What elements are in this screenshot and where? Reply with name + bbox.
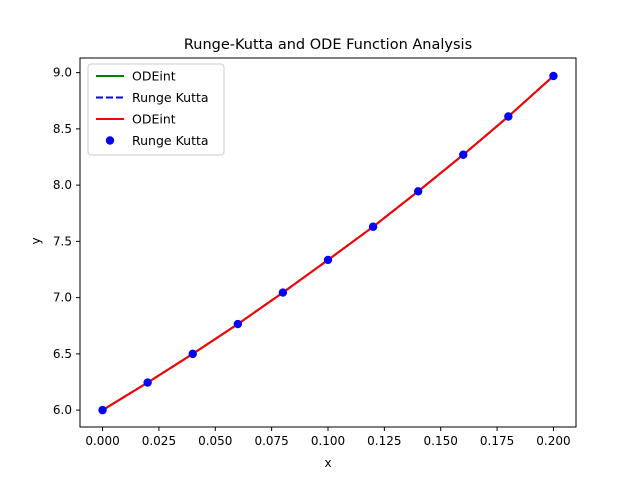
data-point-3-3 (233, 319, 243, 329)
x-axis-label: x (324, 456, 331, 470)
x-tick-label: 0.125 (367, 434, 401, 448)
y-axis-label: y (29, 237, 43, 244)
chart-title: Runge-Kutta and ODE Function Analysis (184, 37, 472, 53)
legend-label-2: ODEint (132, 112, 176, 127)
data-point-3-5 (323, 255, 333, 265)
x-tick-label: 0.100 (311, 434, 345, 448)
data-point-3-9 (504, 112, 513, 121)
y-tick-label: 6.5 (53, 347, 72, 361)
legend-label-3: Runge Kutta (132, 133, 209, 148)
data-point-3-7 (413, 187, 423, 196)
legend-box (87, 63, 225, 156)
legend: ODEint Runge Kutta ODEint Runge Kutta (87, 63, 225, 156)
axes: 0.000 0.025 0.050 0.075 0.100 0.125 0.150 0.175… (53, 57, 577, 448)
legend-label-0: ODEint (132, 69, 176, 84)
data-point-3-6 (368, 222, 378, 231)
data-point-3-2 (188, 349, 197, 359)
x-tick-label: 0.075 (254, 434, 288, 448)
data-point-3-8 (459, 150, 468, 159)
x-tick-label: 0.025 (142, 434, 176, 448)
x-tick-label: 0.150 (424, 434, 458, 448)
legend-label-1: Runge Kutta (132, 90, 209, 105)
x-tick-label: 0.000 (85, 434, 119, 448)
x-tick-label: 0.050 (198, 434, 232, 448)
data-point-3-10 (549, 71, 558, 81)
x-tick-label: 0.175 (480, 434, 514, 448)
y-tick-label: 9.0 (53, 66, 72, 80)
y-tick-label: 8.5 (53, 122, 72, 136)
y-tick-label: 7.5 (53, 234, 72, 248)
y-tick-label: 7.0 (53, 291, 72, 305)
legend-marker-3 (105, 136, 115, 145)
plot-area (98, 71, 558, 415)
data-point-3-4 (278, 288, 288, 297)
y-tick-label: 8.0 (53, 178, 72, 192)
data-point-3-0 (98, 405, 107, 415)
x-tick-label: 0.200 (536, 434, 570, 448)
y-tick-label: 6.0 (53, 403, 72, 417)
data-point-3-1 (143, 378, 152, 387)
